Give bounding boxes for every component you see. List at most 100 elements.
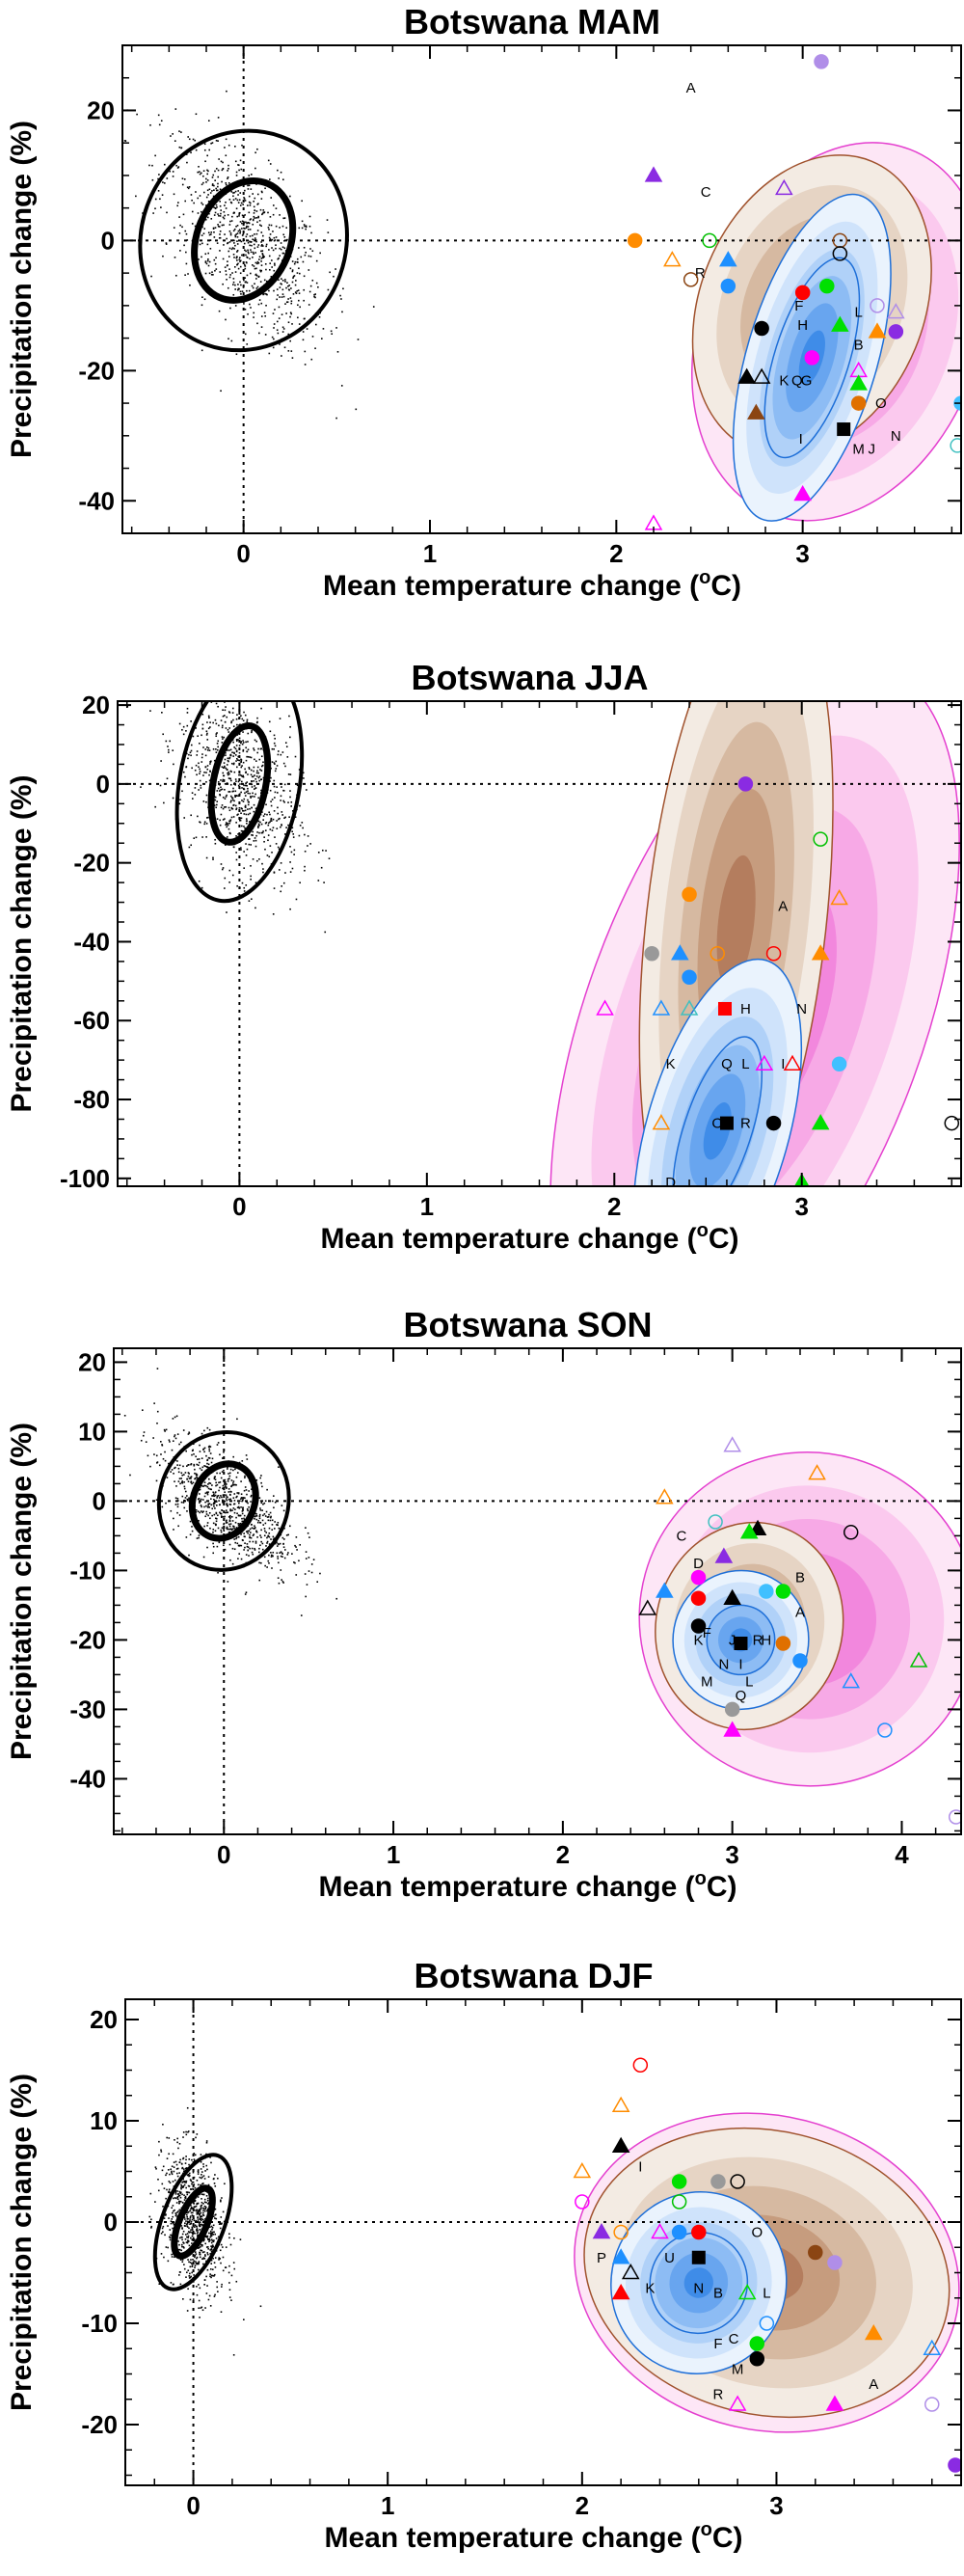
- model-triangle: [611, 2248, 630, 2264]
- noise-dot: [267, 1516, 270, 1518]
- noise-dot: [200, 2205, 202, 2208]
- noise-dot: [283, 247, 286, 250]
- noise-dot: [230, 202, 233, 204]
- noise-dot: [237, 1523, 240, 1525]
- model-circle: [924, 2397, 940, 2412]
- noise-dot: [199, 2245, 201, 2248]
- noise-dot: [203, 2237, 205, 2240]
- noise-dot: [233, 248, 235, 250]
- noise-dot: [258, 779, 261, 782]
- noise-dot: [220, 806, 223, 809]
- noise-dot: [225, 754, 227, 756]
- noise-dot: [265, 1532, 268, 1533]
- noise-dot: [299, 306, 301, 309]
- noise-dot: [228, 1478, 230, 1479]
- noise-dot: [254, 774, 255, 776]
- noise-dot: [276, 1524, 279, 1526]
- noise-dot: [214, 2217, 216, 2219]
- noise-dot: [306, 789, 308, 791]
- noise-dot: [247, 755, 250, 758]
- noise-dot: [169, 740, 172, 743]
- noise-dot: [217, 2291, 219, 2292]
- model-square: [691, 2250, 706, 2264]
- noise-dot: [203, 143, 206, 146]
- noise-dot: [201, 734, 202, 737]
- model-triangle: [611, 2283, 630, 2300]
- noise-dot: [310, 1571, 313, 1574]
- noise-dot: [263, 813, 266, 815]
- noise-dot: [245, 843, 247, 845]
- noise-dot: [290, 312, 293, 315]
- model-letter: J: [729, 1632, 736, 1648]
- noise-dot: [255, 1515, 258, 1517]
- noise-dot: [155, 2167, 157, 2170]
- noise-dot: [315, 282, 318, 285]
- noise-dot: [242, 286, 245, 288]
- noise-dot: [232, 787, 234, 790]
- noise-dot: [239, 783, 241, 785]
- noise-dot: [257, 1519, 260, 1522]
- x-tick-label: 2: [556, 1840, 570, 1869]
- noise-dot: [214, 269, 216, 272]
- noise-dot: [287, 1533, 289, 1536]
- noise-dot: [205, 817, 208, 819]
- noise-dot: [240, 1493, 243, 1496]
- noise-dot: [160, 120, 163, 122]
- noise-dot: [247, 251, 250, 254]
- model-triangle: [651, 2222, 669, 2239]
- noise-dot: [210, 2276, 212, 2279]
- noise-dot: [196, 1537, 199, 1539]
- noise-dot: [267, 839, 269, 842]
- model-circle: [870, 298, 885, 313]
- noise-dot: [245, 791, 248, 793]
- noise-dot: [235, 835, 237, 837]
- noise-dot: [206, 2253, 209, 2256]
- noise-dot: [285, 1534, 288, 1536]
- noise-dot: [228, 820, 230, 823]
- noise-dot: [189, 2231, 192, 2233]
- noise-dot: [224, 1515, 226, 1518]
- noise-dot: [261, 764, 264, 767]
- noise-dot: [268, 1543, 271, 1545]
- noise-dot: [211, 2228, 213, 2231]
- noise-dot: [213, 2295, 216, 2297]
- noise-dot: [218, 1489, 220, 1492]
- noise-dot: [237, 164, 240, 167]
- y-tick-label: -20: [73, 849, 110, 878]
- noise-dot: [194, 769, 197, 772]
- noise-dot: [222, 774, 225, 777]
- noise-dot: [233, 1527, 235, 1530]
- noise-dot: [201, 2177, 202, 2180]
- noise-dot: [209, 2253, 211, 2255]
- noise-dot: [261, 1485, 263, 1488]
- noise-dot: [218, 2257, 221, 2259]
- model-square: [734, 1637, 748, 1650]
- noise-dot: [266, 1536, 268, 1539]
- noise-dot: [277, 1577, 280, 1579]
- model-triangle: [808, 1464, 826, 1480]
- model-letter: K: [645, 2280, 655, 2296]
- noise-dot: [222, 1484, 225, 1487]
- noise-dot: [203, 688, 205, 690]
- noise-dot: [228, 1514, 231, 1517]
- noise-dot: [277, 294, 279, 296]
- noise-dot: [248, 1530, 251, 1532]
- noise-dot: [204, 2170, 206, 2172]
- noise-dot: [230, 721, 232, 724]
- noise-dot: [208, 272, 211, 275]
- noise-dot: [238, 199, 241, 202]
- noise-dot: [247, 813, 250, 816]
- model-square: [837, 422, 851, 437]
- noise-dot: [259, 1507, 261, 1509]
- noise-dot: [189, 1477, 192, 1478]
- noise-dot: [228, 1488, 230, 1490]
- noise-dot: [176, 2175, 179, 2178]
- noise-dot: [319, 1572, 321, 1575]
- noise-dot: [233, 800, 235, 802]
- noise-dot: [262, 209, 265, 211]
- model-letter: I: [738, 1657, 742, 1673]
- noise-dot: [191, 2211, 194, 2214]
- noise-dot: [271, 799, 274, 800]
- noise-dot: [237, 287, 240, 290]
- noise-dot: [199, 2229, 201, 2231]
